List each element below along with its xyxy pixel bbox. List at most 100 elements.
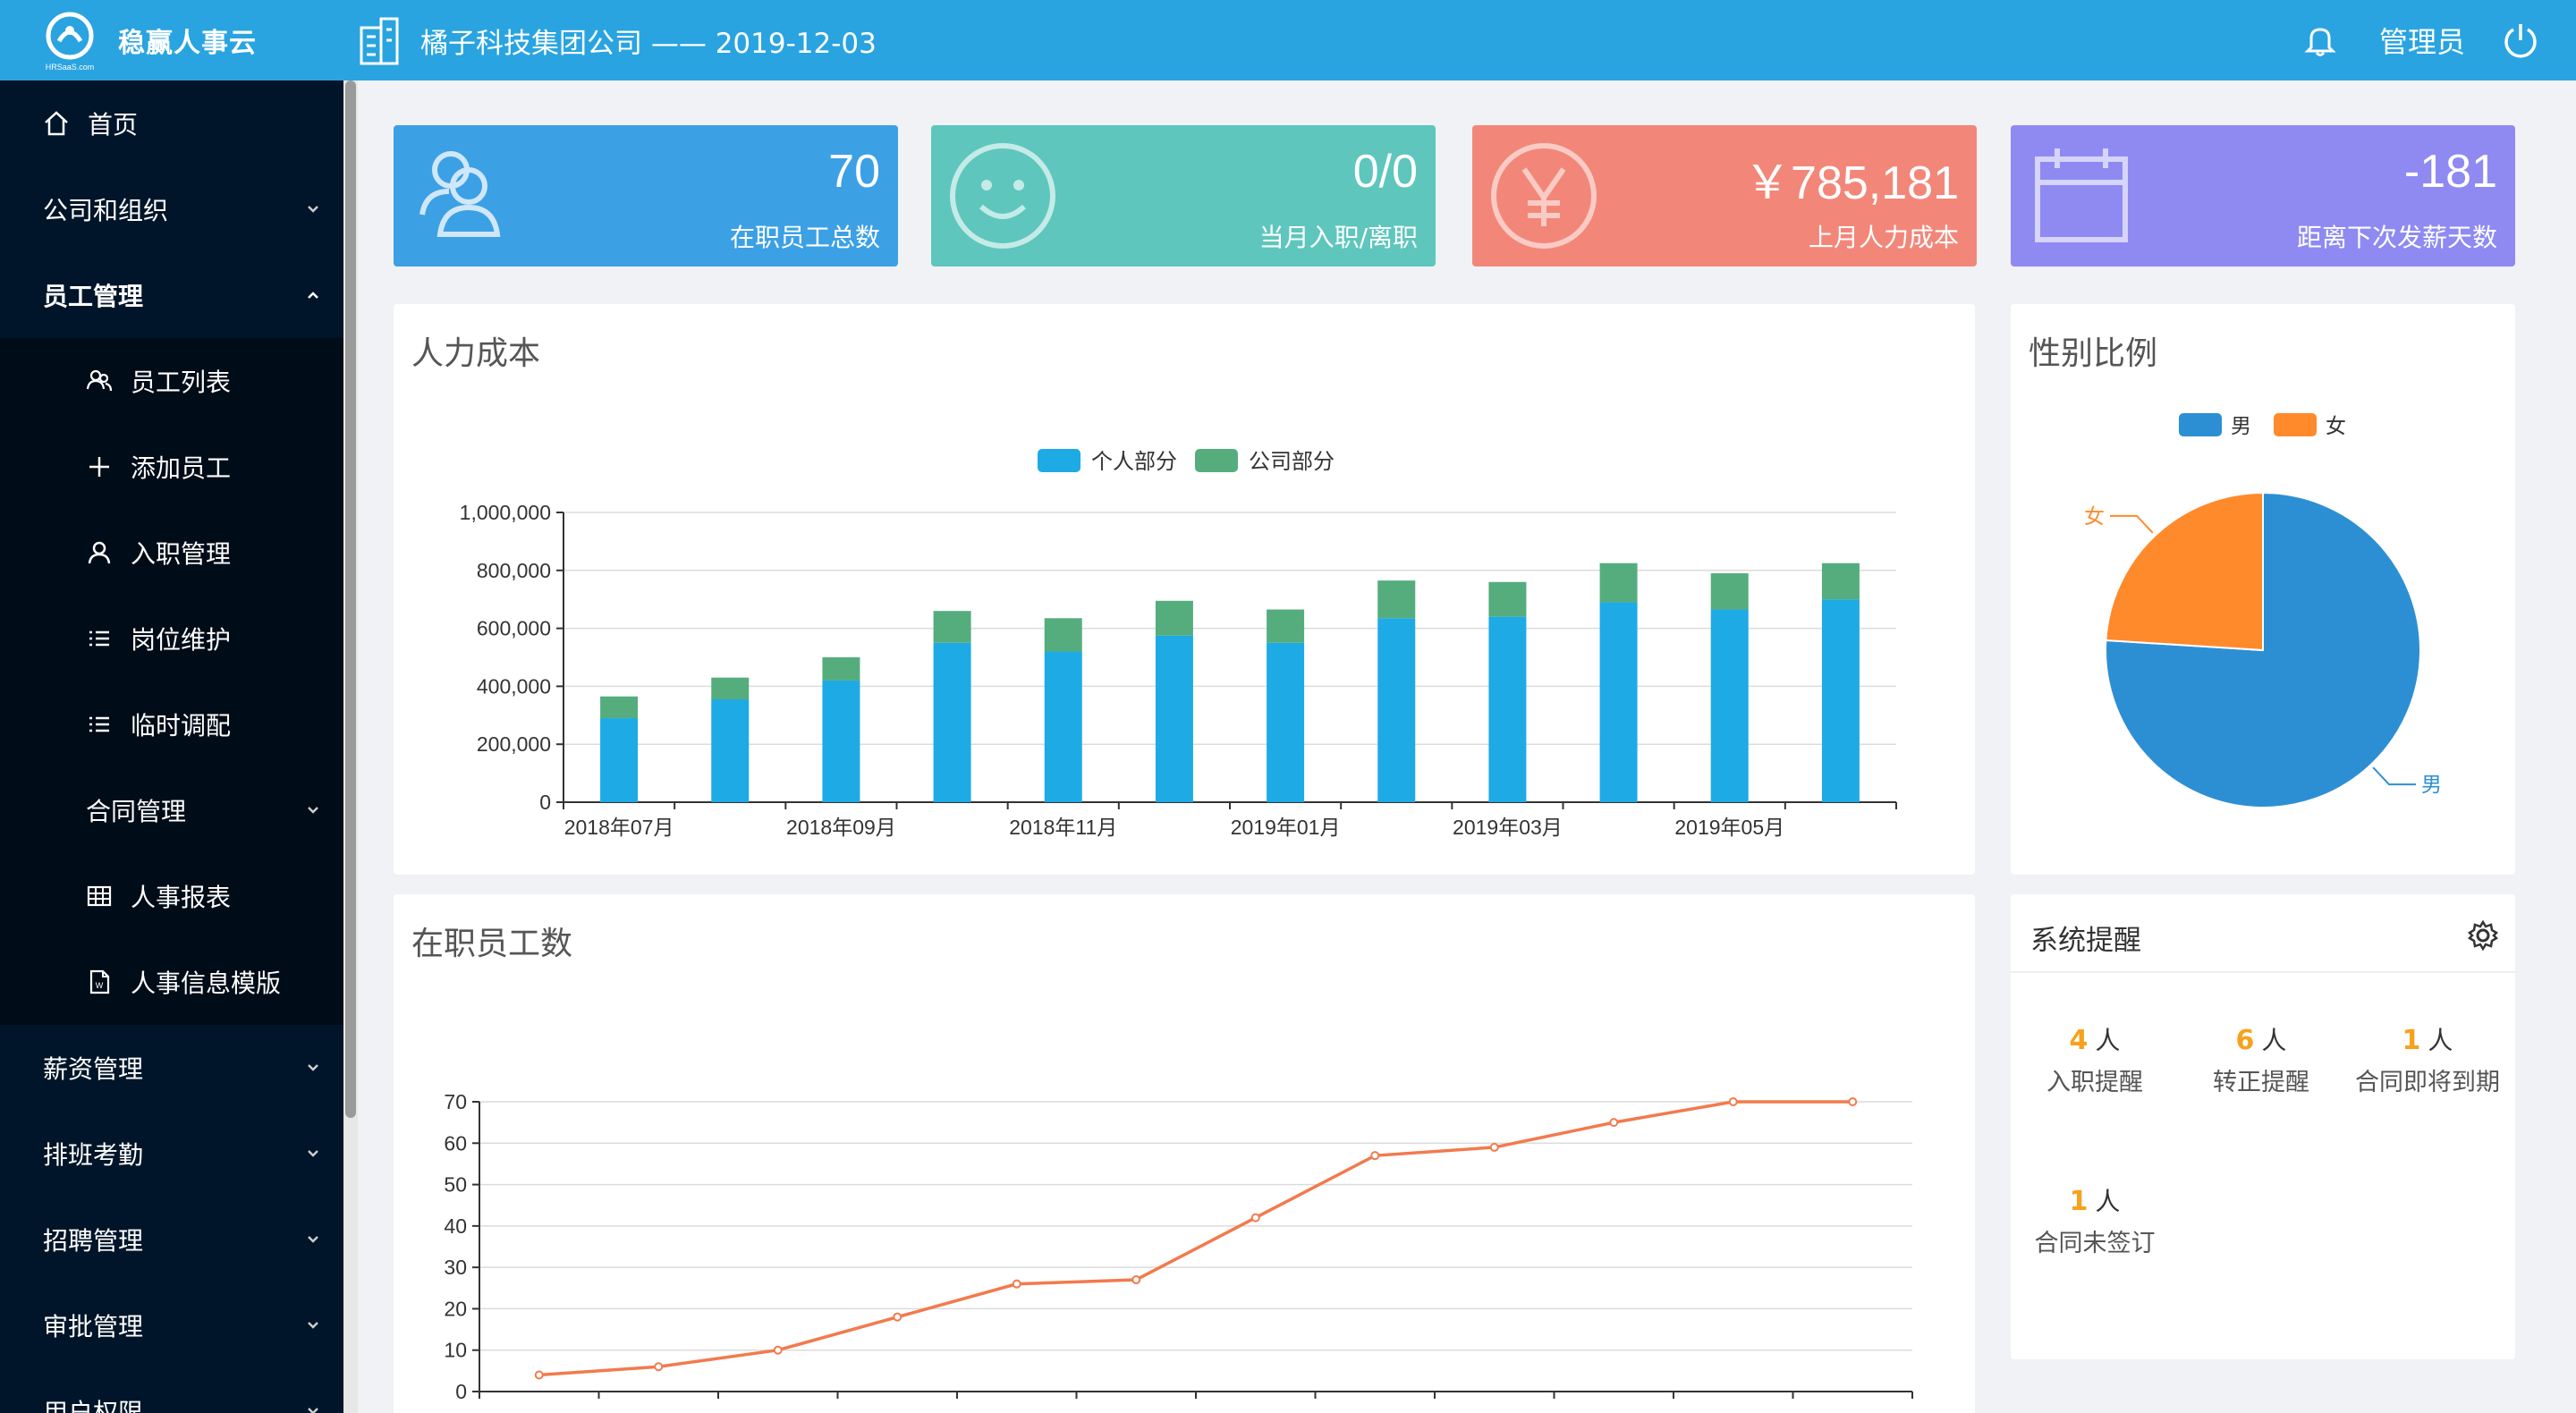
data-point[interactable] bbox=[893, 1312, 902, 1322]
bell-icon[interactable] bbox=[2302, 22, 2338, 58]
sidebar-item-label: 合同管理 bbox=[86, 797, 187, 826]
top-bar: HRSaaS.com 稳赢人事云 橘子科技集团公司 —— 2019-12-03 … bbox=[0, 0, 2576, 80]
bar-segment[interactable] bbox=[1155, 635, 1193, 802]
sidebar-item-label: 员工管理 bbox=[43, 282, 144, 311]
bar-segment[interactable] bbox=[1377, 580, 1416, 619]
sidebar-item[interactable]: 公司和组织 bbox=[0, 166, 343, 252]
bar-segment[interactable] bbox=[600, 718, 639, 802]
panel-title: 在职员工数 bbox=[411, 926, 573, 962]
sidebar-item[interactable]: 员工列表 bbox=[0, 338, 343, 424]
data-point[interactable] bbox=[1609, 1118, 1619, 1128]
legend-swatch bbox=[1195, 449, 1238, 472]
data-point[interactable] bbox=[1848, 1097, 1858, 1106]
data-point[interactable] bbox=[1131, 1275, 1141, 1285]
bar-segment[interactable] bbox=[1488, 616, 1527, 802]
bar-segment[interactable] bbox=[1599, 602, 1638, 802]
sidebar-item[interactable]: 人事报表 bbox=[0, 853, 343, 939]
stat-card-employees[interactable]: 70 在职员工总数 bbox=[394, 125, 898, 267]
pie-slice[interactable] bbox=[2105, 491, 2264, 652]
plus-icon bbox=[89, 457, 109, 477]
bar-segment[interactable] bbox=[1267, 642, 1305, 802]
data-point[interactable] bbox=[1250, 1213, 1260, 1223]
sidebar-item[interactable]: 排班考勤 bbox=[0, 1111, 343, 1197]
sidebar-item-label: 招聘管理 bbox=[43, 1226, 144, 1256]
yen-icon bbox=[1491, 143, 1597, 249]
stat-card-payday[interactable]: -181 距离下次发薪天数 bbox=[2011, 125, 2515, 267]
pie-leader-line bbox=[2109, 514, 2154, 534]
bar-segment[interactable] bbox=[933, 611, 971, 643]
data-point[interactable] bbox=[1012, 1279, 1021, 1289]
bar-segment[interactable] bbox=[1377, 618, 1416, 802]
sidebar-item[interactable]: 招聘管理 bbox=[0, 1197, 343, 1282]
legend-item[interactable]: 男 bbox=[2179, 413, 2251, 437]
bar-segment[interactable] bbox=[1710, 609, 1749, 802]
sidebar-item[interactable]: 首页 bbox=[0, 80, 343, 166]
bar-segment[interactable] bbox=[822, 680, 860, 802]
sidebar-item[interactable]: 添加员工 bbox=[0, 424, 343, 510]
legend-item[interactable]: 女 bbox=[2274, 413, 2346, 437]
sidebar: 首页 公司和组织员工管理员工列表添加员工 入职管理岗位维护临时调配合同管理人事报表 W… bbox=[0, 80, 358, 1413]
sidebar-item[interactable]: 临时调配 bbox=[0, 681, 343, 767]
smile-icon bbox=[950, 143, 1055, 249]
stat-card-onboarding[interactable]: 0/0 当月入职/离职 bbox=[931, 125, 1436, 267]
bar-segment[interactable] bbox=[1821, 599, 1860, 802]
bar-segment[interactable] bbox=[1044, 651, 1082, 802]
gear-icon[interactable] bbox=[2467, 919, 2499, 952]
cost-chart-panel: 人力成本 个人部分 公司部分 0 200,000 400,000 600,000 800,0… bbox=[394, 304, 1975, 875]
building-icon bbox=[360, 17, 399, 65]
data-point[interactable] bbox=[654, 1362, 664, 1372]
bar-segment[interactable] bbox=[933, 642, 971, 802]
bar-segment[interactable] bbox=[600, 696, 639, 719]
bar-segment[interactable] bbox=[1710, 573, 1749, 610]
data-point[interactable] bbox=[1728, 1097, 1738, 1106]
bar-segment[interactable] bbox=[711, 698, 750, 802]
legend-item[interactable]: 个人部分 bbox=[1038, 449, 1177, 474]
legend-item[interactable]: 公司部分 bbox=[1195, 449, 1335, 474]
data-point[interactable] bbox=[773, 1345, 783, 1355]
sidebar-scrollbar[interactable] bbox=[345, 80, 356, 1118]
logo[interactable]: HRSaaS.com 稳赢人事云 bbox=[0, 9, 358, 72]
sidebar-item[interactable]: 员工管理 bbox=[0, 252, 343, 338]
sidebar-item-label: 人事报表 bbox=[131, 883, 232, 912]
sidebar-item-label: 人事信息模版 bbox=[131, 969, 282, 998]
sidebar-item[interactable]: 用户权限 bbox=[0, 1368, 343, 1413]
y-tick-label: 0 bbox=[539, 791, 551, 814]
y-tick-label: 400,000 bbox=[477, 674, 551, 698]
bar-segment[interactable] bbox=[711, 677, 750, 699]
pie-slice[interactable] bbox=[2105, 491, 2421, 808]
stat-card-cost[interactable]: ￥785,181 上月人力成本 bbox=[1472, 125, 1977, 267]
y-tick-label: 50 bbox=[444, 1173, 467, 1197]
bar-segment[interactable] bbox=[1599, 563, 1638, 603]
bar-segment[interactable] bbox=[822, 657, 860, 681]
data-point[interactable] bbox=[534, 1370, 544, 1380]
sidebar-item-label: 员工列表 bbox=[131, 368, 232, 397]
legend-swatch bbox=[1038, 449, 1080, 472]
logo-subtext: HRSaaS.com bbox=[46, 63, 95, 72]
divider bbox=[2011, 971, 2515, 973]
sidebar-item[interactable]: W 人事信息模版 bbox=[0, 939, 343, 1025]
data-point[interactable] bbox=[1370, 1151, 1380, 1161]
sidebar-item[interactable]: 审批管理 bbox=[0, 1282, 343, 1368]
sidebar-item-label: 岗位维护 bbox=[131, 625, 232, 655]
document-icon: W bbox=[89, 969, 110, 994]
legend-label: 女 bbox=[2326, 414, 2346, 437]
calendar-icon bbox=[2035, 148, 2128, 242]
bar-segment[interactable] bbox=[1821, 563, 1860, 600]
bar-segment[interactable] bbox=[1155, 600, 1193, 636]
sidebar-item[interactable]: 入职管理 bbox=[0, 510, 343, 596]
user-name[interactable]: 管理员 bbox=[2378, 25, 2465, 59]
power-icon[interactable] bbox=[2501, 21, 2540, 60]
bar-segment[interactable] bbox=[1044, 618, 1082, 652]
sidebar-item[interactable]: 合同管理 bbox=[0, 767, 343, 853]
sidebar-item[interactable]: 薪资管理 bbox=[0, 1025, 343, 1111]
data-point[interactable] bbox=[1489, 1142, 1499, 1152]
bar-segment[interactable] bbox=[1488, 581, 1527, 617]
y-tick-label: 60 bbox=[444, 1131, 467, 1155]
y-tick-label: 40 bbox=[444, 1214, 467, 1238]
sidebar-item[interactable]: 岗位维护 bbox=[0, 596, 343, 681]
bar-segment[interactable] bbox=[1267, 609, 1305, 643]
